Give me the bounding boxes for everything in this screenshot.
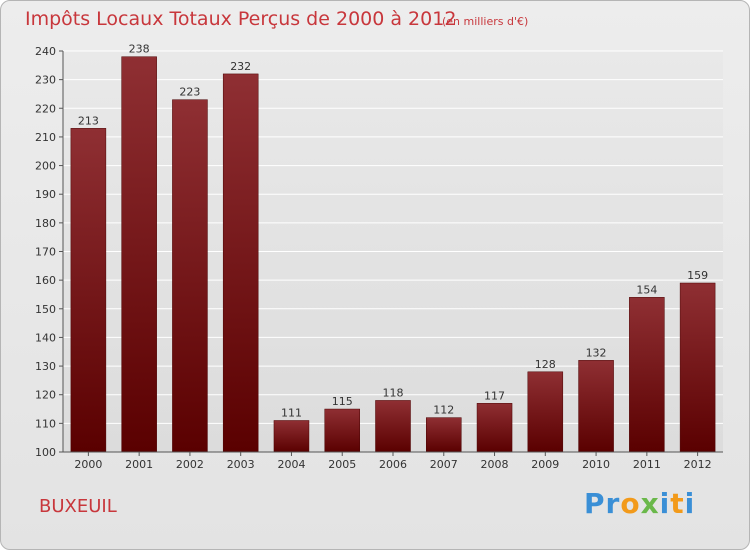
y-tick-label: 230 (35, 74, 56, 87)
y-tick-label: 130 (35, 360, 56, 373)
value-label-2003: 232 (230, 60, 251, 73)
value-label-2004: 111 (281, 406, 302, 419)
y-tick-label: 100 (35, 446, 56, 459)
value-label-2002: 223 (179, 86, 200, 99)
logo-letter: i (659, 487, 671, 520)
chart-title: Impôts Locaux Totaux Perçus de 2000 à 20… (25, 8, 457, 30)
x-tick-label-2009: 2009 (531, 458, 559, 471)
value-label-2011: 154 (636, 283, 657, 296)
value-label-2005: 115 (332, 395, 353, 408)
logo-letter: r (605, 487, 621, 520)
bar-2011 (629, 297, 665, 453)
x-tick-label-2011: 2011 (633, 458, 661, 471)
x-tick-label-2003: 2003 (227, 458, 255, 471)
proxiti-logo: Proxiti (584, 487, 695, 520)
y-tick-label: 240 (35, 45, 56, 58)
value-label-2008: 117 (484, 389, 505, 402)
value-label-2009: 128 (535, 358, 556, 371)
y-tick-label: 160 (35, 274, 56, 287)
x-tick-label-2008: 2008 (481, 458, 509, 471)
bar-2012 (679, 282, 716, 453)
x-tick-label-2005: 2005 (328, 458, 356, 471)
logo-letter: P (584, 487, 606, 520)
logo-letter: t (670, 487, 685, 520)
bar-2005 (324, 408, 360, 453)
x-tick-label-2001: 2001 (125, 458, 153, 471)
bar-2008 (476, 403, 513, 453)
logo-letter: i (684, 487, 696, 520)
y-tick-label: 170 (35, 246, 56, 259)
bar-2001 (121, 56, 157, 453)
y-tick-label: 120 (35, 389, 56, 402)
x-tick-label-2002: 2002 (176, 458, 204, 471)
y-tick-label: 140 (35, 331, 56, 344)
bar-2003 (222, 73, 259, 453)
value-label-2000: 213 (78, 114, 99, 127)
y-tick-label: 210 (35, 131, 56, 144)
bar-2010 (578, 360, 614, 453)
y-tick-label: 200 (35, 160, 56, 173)
x-tick-label-2012: 2012 (684, 458, 712, 471)
x-tick-label-2006: 2006 (379, 458, 407, 471)
logo-letter: o (620, 487, 641, 520)
bar-2007 (426, 417, 462, 453)
value-label-2010: 132 (586, 346, 607, 359)
y-tick-label: 190 (35, 188, 56, 201)
chart-subtitle: (en milliers d'€) (442, 15, 529, 28)
value-label-2012: 159 (687, 269, 708, 282)
y-tick-label: 110 (35, 417, 56, 430)
x-tick-label-2010: 2010 (582, 458, 610, 471)
y-tick-label: 220 (35, 102, 56, 115)
bar-2006 (375, 400, 411, 453)
logo-letter: x (640, 487, 660, 520)
x-tick-label-2007: 2007 (430, 458, 458, 471)
x-tick-label-2004: 2004 (277, 458, 305, 471)
x-tick-label-2000: 2000 (74, 458, 102, 471)
bar-2009 (527, 371, 564, 453)
value-label-2007: 112 (433, 404, 454, 417)
bar-2004 (273, 420, 310, 453)
bar-2000 (70, 128, 107, 453)
town-name: BUXEUIL (39, 496, 117, 517)
y-tick-label: 180 (35, 217, 56, 230)
y-tick-label: 150 (35, 303, 56, 316)
value-label-2001: 238 (129, 43, 150, 56)
bar-2002 (172, 99, 208, 453)
value-label-2006: 118 (383, 386, 404, 399)
